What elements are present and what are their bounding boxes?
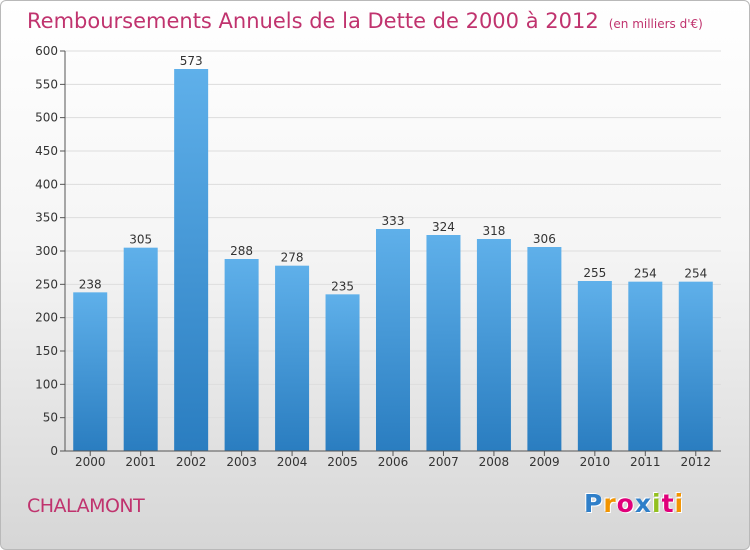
bar [678, 281, 713, 451]
y-tick-label: 300 [35, 244, 58, 258]
logo-letter: i [674, 489, 685, 518]
y-tick-label: 350 [35, 211, 58, 225]
y-tick-label: 550 [35, 77, 58, 91]
x-tick-label: 2010 [580, 455, 611, 469]
bar [577, 281, 612, 451]
x-tick-label: 2004 [277, 455, 308, 469]
chart-title: Remboursements Annuels de la Dette de 20… [27, 9, 703, 33]
data-label: 318 [482, 224, 505, 238]
data-label: 278 [281, 251, 304, 265]
bar [325, 294, 360, 451]
data-label: 254 [684, 267, 707, 281]
bar [476, 239, 511, 451]
data-label: 324 [432, 220, 455, 234]
data-label: 573 [180, 54, 203, 68]
logo-letter: t [661, 489, 675, 518]
data-label: 333 [382, 214, 405, 228]
x-tick-label: 2009 [529, 455, 560, 469]
x-tick-label: 2008 [479, 455, 510, 469]
commune-name: CHALAMONT [27, 495, 145, 517]
y-tick-label: 0 [50, 444, 58, 458]
y-tick-label: 250 [35, 277, 58, 291]
y-tick-label: 50 [43, 411, 58, 425]
y-tick-label: 500 [35, 111, 58, 125]
logo-letter: x [634, 489, 652, 518]
y-tick-label: 400 [35, 177, 58, 191]
unit-label: (en milliers d'€) [608, 17, 703, 31]
x-tick-label: 2007 [428, 455, 459, 469]
bar [174, 69, 209, 451]
data-label: 305 [129, 233, 152, 247]
x-tick-label: 2000 [75, 455, 106, 469]
bar [123, 247, 158, 451]
y-tick-label: 450 [35, 144, 58, 158]
x-tick-label: 2005 [327, 455, 358, 469]
data-label: 235 [331, 279, 354, 293]
x-tick-label: 2012 [680, 455, 711, 469]
x-tick-label: 2011 [630, 455, 661, 469]
bar [73, 292, 108, 451]
bar [376, 229, 410, 451]
x-tick-label: 2003 [226, 455, 257, 469]
data-label: 306 [533, 232, 556, 246]
bar [628, 281, 663, 451]
bar [275, 265, 310, 451]
logo-letter: o [616, 489, 635, 518]
y-tick-label: 200 [35, 311, 58, 325]
bar [426, 235, 461, 451]
logo-letter: r [603, 489, 617, 518]
y-tick-label: 600 [35, 44, 58, 58]
data-label: 288 [230, 244, 253, 258]
x-tick-label: 2006 [378, 455, 409, 469]
y-tick-label: 100 [35, 377, 58, 391]
data-label: 255 [583, 266, 606, 280]
x-tick-label: 2002 [176, 455, 207, 469]
logo-letter: P [584, 489, 604, 518]
y-tick-label: 150 [35, 344, 58, 358]
bar [224, 259, 259, 451]
logo-letter: i [652, 489, 662, 518]
data-label: 254 [634, 267, 657, 281]
x-tick-label: 2001 [125, 455, 156, 469]
bar [527, 247, 562, 451]
proxiti-logo: Proxiti [584, 489, 684, 518]
data-label: 238 [79, 277, 102, 291]
